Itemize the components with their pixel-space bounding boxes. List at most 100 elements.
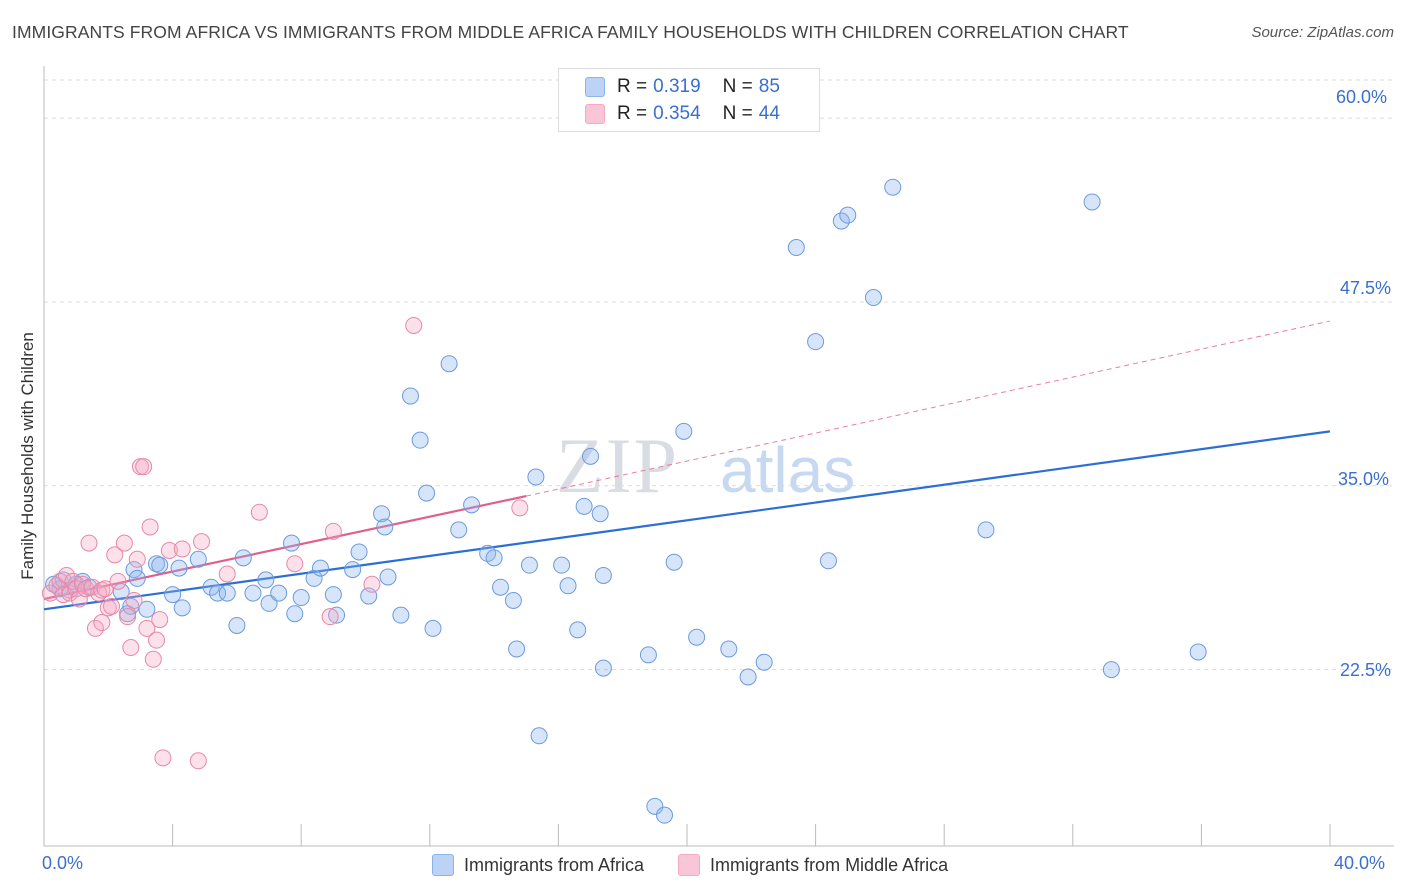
point-middle-africa (173, 540, 191, 558)
point-africa (173, 599, 191, 617)
point-africa (530, 727, 548, 745)
point-africa (527, 468, 545, 486)
point-middle-africa (160, 541, 178, 559)
point-africa (202, 578, 220, 596)
point-africa (688, 628, 706, 646)
point-middle-africa (125, 591, 143, 609)
trend-extension-middle-africa (526, 320, 1331, 497)
point-africa (324, 586, 342, 604)
point-middle-africa (122, 639, 140, 657)
n-label: N = (722, 103, 753, 124)
point-africa (440, 355, 458, 373)
watermark-atlas: atlas (720, 434, 855, 506)
r-value: 0.319 (653, 76, 701, 97)
point-africa (864, 289, 882, 307)
point-africa (128, 569, 146, 587)
r-label: R = (617, 76, 648, 97)
point-middle-africa (321, 608, 339, 626)
point-africa (270, 584, 288, 602)
point-middle-africa (363, 575, 381, 593)
point-middle-africa (138, 619, 156, 637)
point-africa (283, 534, 301, 552)
point-middle-africa (511, 499, 529, 517)
point-middle-africa (193, 533, 211, 551)
legend-item-africa[interactable]: Immigrants from Africa (432, 854, 644, 876)
point-africa (164, 586, 182, 604)
watermark-zip: ZIP (556, 422, 679, 509)
legend-swatch-middle-africa (585, 104, 605, 124)
point-africa (884, 178, 902, 196)
legend-label-africa: Immigrants from Africa (464, 854, 645, 875)
point-middle-africa (103, 597, 121, 615)
point-middle-africa (286, 555, 304, 573)
point-africa (553, 556, 571, 574)
point-middle-africa (189, 752, 207, 770)
point-africa (411, 431, 429, 449)
point-middle-africa (96, 580, 114, 598)
trend-lines (43, 320, 1331, 611)
point-africa (559, 577, 577, 595)
point-africa (665, 553, 683, 571)
point-africa (379, 568, 397, 586)
legend-swatch-africa (432, 854, 454, 876)
point-africa (257, 571, 275, 589)
point-middle-africa (109, 572, 127, 590)
point-africa (485, 549, 503, 567)
point-africa (1083, 193, 1101, 211)
point-middle-africa (128, 550, 146, 568)
point-africa (350, 543, 368, 561)
point-africa (755, 653, 773, 671)
point-middle-africa (70, 590, 88, 608)
legend-item-middle-africa[interactable]: Immigrants from Middle Africa (678, 854, 948, 876)
point-africa (839, 206, 857, 224)
point-africa (344, 561, 362, 579)
point-middle-africa (324, 522, 342, 540)
point-africa (508, 640, 526, 658)
point-africa (418, 484, 436, 502)
point-middle-africa (218, 565, 236, 583)
point-africa (594, 659, 612, 677)
point-middle-africa (405, 316, 423, 334)
point-africa (520, 556, 538, 574)
point-africa (112, 583, 130, 601)
legend-swatch-middle-africa (678, 854, 701, 876)
point-middle-africa (154, 749, 172, 767)
point-africa (392, 606, 410, 624)
point-middle-africa (83, 578, 101, 596)
point-africa (575, 497, 593, 515)
point-africa (582, 447, 600, 465)
point-africa (234, 549, 252, 567)
point-africa (504, 591, 522, 609)
point-africa (591, 505, 609, 523)
point-middle-africa (135, 458, 153, 476)
point-middle-africa (250, 503, 268, 521)
point-middle-africa (141, 518, 159, 536)
point-africa (138, 600, 156, 618)
point-africa (373, 505, 391, 523)
trend-line-africa (43, 430, 1331, 611)
point-middle-africa (148, 631, 166, 649)
point-middle-africa (151, 611, 169, 629)
point-africa (655, 806, 673, 824)
point-middle-africa (144, 650, 162, 668)
point-africa (450, 521, 468, 539)
point-africa (376, 518, 394, 536)
point-africa (569, 621, 587, 639)
point-africa (492, 578, 510, 596)
point-africa (170, 559, 188, 577)
chart-title: IMMIGRANTS FROM AFRICA VS IMMIGRANTS FRO… (12, 22, 1129, 42)
x-max-label: 40.0% (1334, 853, 1386, 873)
point-africa (739, 668, 757, 686)
stats-legend: R = 0.319 N = 85 R = 0.354 N = 44 (558, 68, 820, 132)
point-africa (209, 584, 227, 602)
r-label: R = (617, 103, 648, 124)
point-africa (189, 550, 207, 568)
point-africa (286, 605, 304, 623)
source-label: Source: ZipAtlas.com (1251, 24, 1394, 41)
point-middle-africa (51, 572, 69, 590)
point-africa (720, 640, 738, 658)
point-africa (787, 239, 805, 257)
point-africa (151, 556, 169, 574)
point-middle-africa (93, 614, 111, 632)
